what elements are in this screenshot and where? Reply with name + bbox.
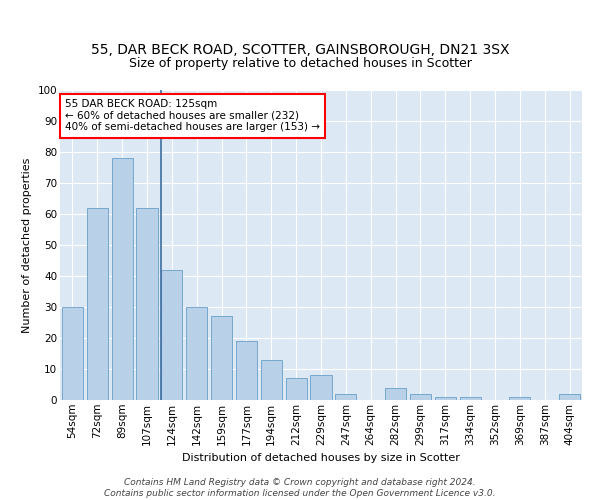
- Bar: [261, 360, 282, 400]
- Bar: [62, 307, 83, 400]
- Bar: [236, 341, 257, 400]
- Bar: [509, 397, 530, 400]
- Bar: [161, 270, 182, 400]
- Y-axis label: Number of detached properties: Number of detached properties: [22, 158, 32, 332]
- Bar: [559, 394, 580, 400]
- Bar: [87, 208, 108, 400]
- Bar: [335, 394, 356, 400]
- Bar: [186, 307, 207, 400]
- Bar: [385, 388, 406, 400]
- Bar: [211, 316, 232, 400]
- Text: Contains HM Land Registry data © Crown copyright and database right 2024.
Contai: Contains HM Land Registry data © Crown c…: [104, 478, 496, 498]
- X-axis label: Distribution of detached houses by size in Scotter: Distribution of detached houses by size …: [182, 453, 460, 463]
- Text: 55 DAR BECK ROAD: 125sqm
← 60% of detached houses are smaller (232)
40% of semi-: 55 DAR BECK ROAD: 125sqm ← 60% of detach…: [65, 100, 320, 132]
- Bar: [112, 158, 133, 400]
- Bar: [136, 208, 158, 400]
- Text: Size of property relative to detached houses in Scotter: Size of property relative to detached ho…: [128, 57, 472, 70]
- Bar: [410, 394, 431, 400]
- Bar: [310, 375, 332, 400]
- Text: 55, DAR BECK ROAD, SCOTTER, GAINSBOROUGH, DN21 3SX: 55, DAR BECK ROAD, SCOTTER, GAINSBOROUGH…: [91, 44, 509, 58]
- Bar: [435, 397, 456, 400]
- Bar: [460, 397, 481, 400]
- Bar: [286, 378, 307, 400]
